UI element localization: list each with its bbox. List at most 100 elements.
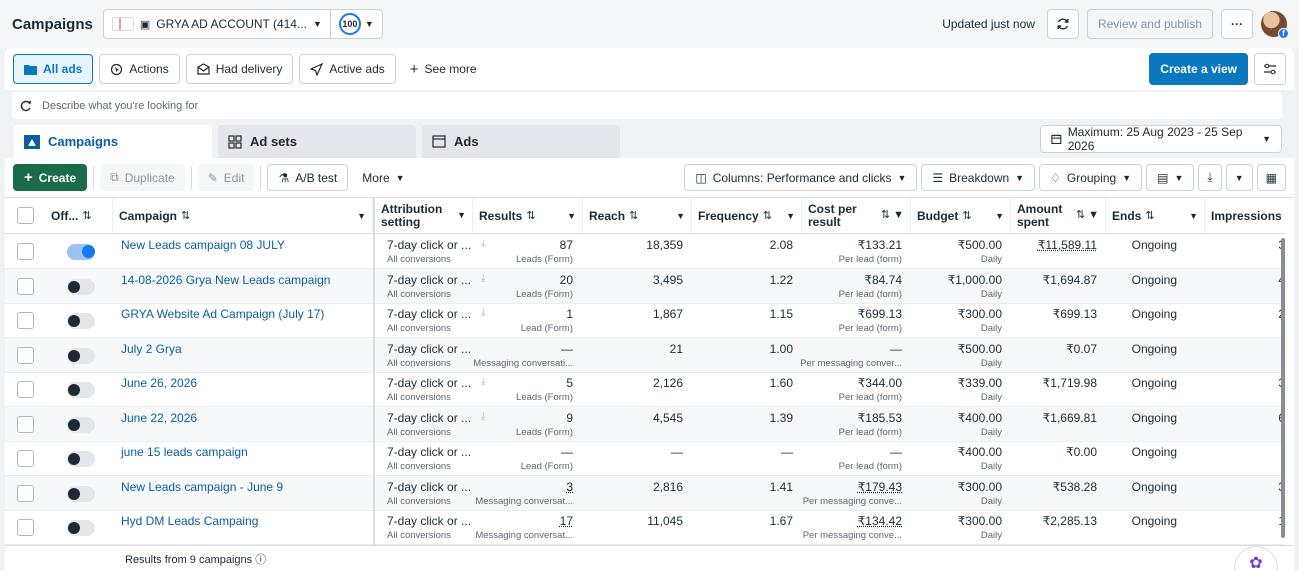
campaign-name-link[interactable]: New Leads campaign - June 9 [121, 480, 283, 494]
search-bar [12, 92, 1282, 119]
account-selector[interactable]: ▣ GRYA AD ACCOUNT (414... ▼ [103, 9, 331, 39]
campaign-name-link[interactable]: New Leads campaign 08 JULY [121, 238, 285, 252]
budget-value[interactable]: ₹500.00 [958, 238, 1002, 252]
row-checkbox[interactable] [17, 381, 34, 398]
row-checkbox[interactable] [17, 450, 34, 467]
budget-value[interactable]: ₹1,000.00 [948, 273, 1002, 287]
actions-filter[interactable]: Actions [99, 54, 179, 84]
table-row[interactable]: June 26, 2026 7-day click or ... All con… [5, 372, 1285, 407]
header-off[interactable]: Off... ⇅ [45, 198, 113, 233]
campaign-name-link[interactable]: GRYA Website Ad Campaign (July 17) [121, 307, 324, 321]
active-ads-filter[interactable]: Active ads [299, 54, 395, 84]
more-button[interactable]: More ▼ [352, 164, 414, 191]
campaign-toggle[interactable] [67, 382, 95, 398]
campaign-name-link[interactable]: June 22, 2026 [121, 411, 197, 425]
campaign-name-link[interactable]: June 26, 2026 [121, 376, 197, 390]
had-delivery-filter[interactable]: Had delivery [186, 54, 294, 84]
envelope-icon [197, 63, 210, 75]
header-cost-per-result[interactable]: Cost per result ⇅ ▼ [802, 198, 911, 233]
campaign-toggle[interactable] [67, 417, 95, 433]
row-checkbox[interactable] [17, 416, 34, 433]
campaign-name-link[interactable]: Hyd DM Leads Campaing [121, 514, 258, 528]
date-range-picker[interactable]: Maximum: 25 Aug 2023 - 25 Sep 2026 ▼ [1040, 125, 1282, 153]
see-more-filters[interactable]: + See more [402, 61, 485, 78]
budget-value[interactable]: ₹500.00 [958, 342, 1002, 356]
campaign-toggle[interactable] [67, 279, 95, 295]
budget-value[interactable]: ₹339.00 [958, 376, 1002, 390]
table-row[interactable]: June 22, 2026 7-day click or ... All con… [5, 407, 1285, 442]
table-row[interactable]: July 2 Grya 7-day click or ... All conve… [5, 338, 1285, 373]
campaign-name-link[interactable]: june 15 leads campaign [121, 445, 248, 459]
row-checkbox[interactable] [17, 347, 34, 364]
budget-sub: Daily [981, 358, 1002, 369]
create-label: Create [39, 171, 76, 185]
toggle-knob [68, 281, 80, 293]
campaign-toggle[interactable] [67, 520, 95, 536]
table-row[interactable]: Hyd DM Leads Campaing 7-day click or ...… [5, 510, 1285, 545]
search-input[interactable] [42, 100, 1242, 112]
table-row[interactable]: New Leads campaign - June 9 7-day click … [5, 476, 1285, 511]
campaign-toggle[interactable] [67, 451, 95, 467]
header-attribution[interactable]: Attribution setting ▼ [375, 198, 473, 233]
campaign-name-link[interactable]: July 2 Grya [121, 342, 182, 356]
header-ends[interactable]: Ends ⇅ ▼ [1106, 198, 1205, 233]
table-row[interactable]: GRYA Website Ad Campaign (July 17) 7-day… [5, 303, 1285, 338]
header-budget[interactable]: Budget ⇅ ▼ [911, 198, 1011, 233]
create-button[interactable]: + Create [13, 164, 87, 191]
view-settings-button[interactable] [1254, 53, 1286, 85]
ab-test-button[interactable]: ⚗ A/B test [267, 164, 348, 191]
select-all-checkbox[interactable] [17, 207, 34, 224]
row-checkbox[interactable] [17, 485, 34, 502]
budget-value[interactable]: ₹400.00 [958, 411, 1002, 425]
export-options-button[interactable]: ▼ [1226, 164, 1253, 191]
header-results[interactable]: Results ⇅ ▼ [473, 198, 583, 233]
header-impressions[interactable]: Impressions⇅ [1205, 198, 1285, 233]
opportunity-score-button[interactable]: 100 ▼ [331, 9, 383, 39]
cost-value: — [890, 445, 902, 459]
duplicate-button[interactable]: ⧉ Duplicate [100, 164, 185, 191]
budget-sub: Daily [981, 461, 1002, 472]
row-checkbox[interactable] [17, 243, 34, 260]
campaign-name-link[interactable]: 14-08-2026 Grya New Leads campaign [121, 273, 330, 287]
edit-button[interactable]: ✎ Edit [198, 164, 255, 191]
grouping-button[interactable]: ♢ Grouping ▼ [1039, 164, 1142, 191]
export-button[interactable]: ⤓ [1198, 164, 1221, 191]
table-row[interactable]: june 15 leads campaign 7-day click or ..… [5, 441, 1285, 476]
campaign-toggle[interactable] [67, 486, 95, 502]
more-options-button[interactable]: ··· [1221, 9, 1253, 39]
row-checkbox[interactable] [17, 519, 34, 536]
table-row[interactable]: 14-08-2026 Grya New Leads campaign 7-day… [5, 269, 1285, 304]
header-campaign[interactable]: Campaign ⇅ ▼ [113, 198, 373, 233]
header-amount-spent[interactable]: Amount spent ⇅ ▼ [1011, 198, 1106, 233]
tab-ads[interactable]: Ads [422, 125, 620, 158]
refresh-button[interactable] [1047, 9, 1079, 39]
cost-value: ₹134.42 [858, 514, 902, 528]
header-frequency[interactable]: Frequency ⇅ ▼ [692, 198, 802, 233]
avatar[interactable]: f [1261, 11, 1287, 37]
tab-campaigns[interactable]: Campaigns [14, 125, 212, 158]
create-view-button[interactable]: Create a view [1149, 53, 1248, 85]
all-ads-filter[interactable]: All ads [13, 54, 93, 84]
chart-button[interactable]: ▦ [1257, 164, 1286, 191]
reports-button[interactable]: ▤ ▼ [1146, 164, 1194, 191]
account-name: GRYA AD ACCOUNT (414... [156, 17, 307, 31]
campaign-toggle[interactable] [67, 313, 95, 329]
budget-value[interactable]: ₹300.00 [958, 480, 1002, 494]
table-row[interactable]: New Leads campaign 08 JULY 7-day click o… [5, 234, 1285, 269]
campaign-toggle[interactable] [67, 348, 95, 364]
vertical-scrollbar[interactable] [1281, 238, 1285, 538]
campaign-toggle[interactable] [67, 244, 95, 260]
all-ads-label: All ads [43, 62, 82, 76]
row-checkbox[interactable] [17, 312, 34, 329]
sort-icon: ⇅ [763, 209, 772, 222]
columns-button[interactable]: ◫ Columns: Performance and clicks ▼ [684, 164, 917, 191]
breakdown-button[interactable]: ☰ Breakdown ▼ [921, 164, 1035, 191]
review-and-publish-button[interactable]: Review and publish [1087, 9, 1213, 39]
budget-value[interactable]: ₹400.00 [958, 445, 1002, 459]
budget-value[interactable]: ₹300.00 [958, 307, 1002, 321]
header-reach[interactable]: Reach ⇅ ▼ [583, 198, 692, 233]
budget-value[interactable]: ₹300.00 [958, 514, 1002, 528]
row-checkbox[interactable] [17, 278, 34, 295]
tab-ad-sets[interactable]: Ad sets [218, 125, 416, 158]
results-value: 87 [560, 238, 573, 252]
